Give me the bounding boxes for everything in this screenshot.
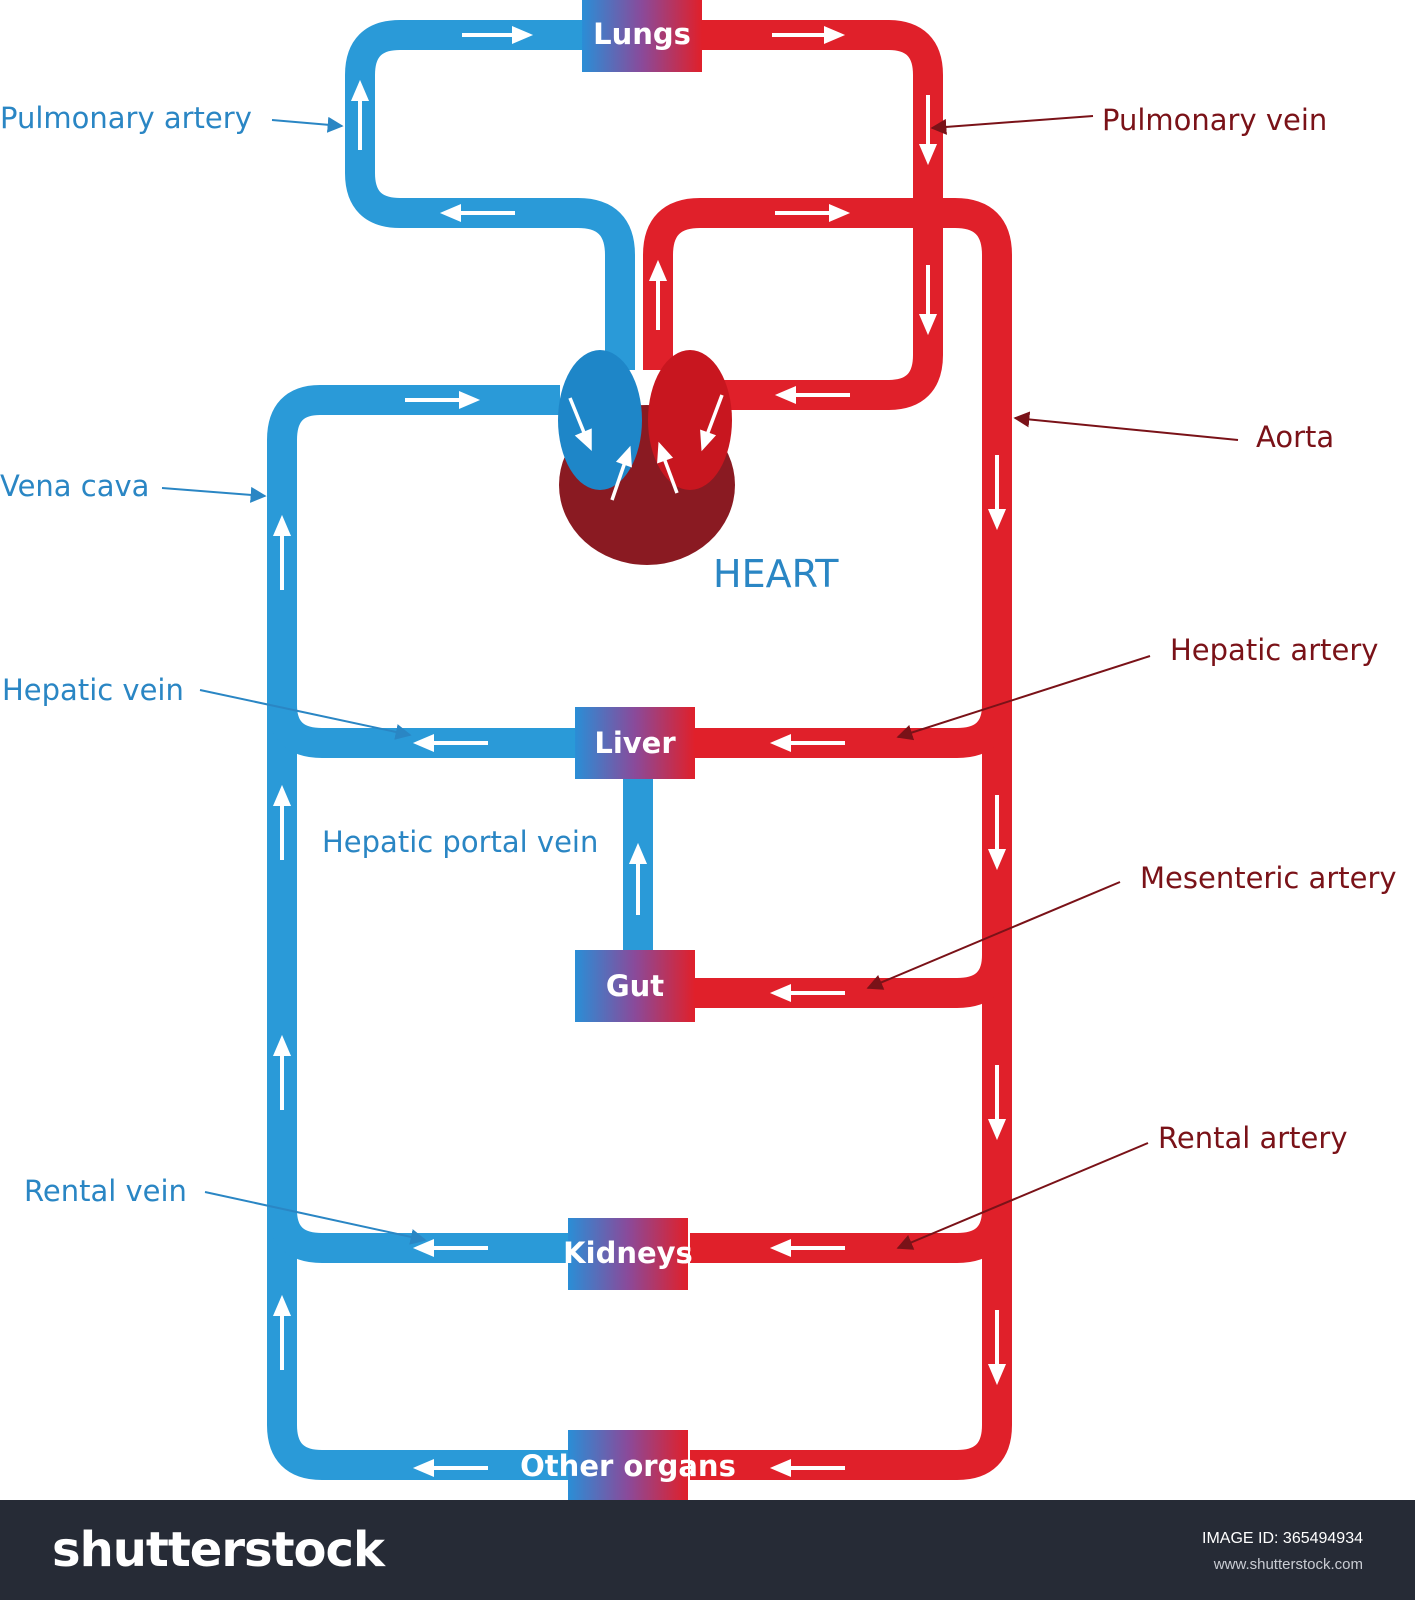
organ-label-liver: Liver [594, 726, 676, 760]
arrow-down-icon [918, 95, 938, 166]
leader-lines [161, 115, 1239, 1250]
label-aorta: Aorta [1256, 420, 1334, 454]
arrow-right-icon [405, 390, 481, 410]
arrow-right-icon [462, 25, 534, 45]
heart-icon [558, 350, 735, 565]
organ-label-kidneys: Kidneys [563, 1236, 693, 1270]
arrow-left-icon [412, 1238, 488, 1258]
label-vena-cava: Vena cava [0, 469, 149, 503]
image-id: IMAGE ID: 365494934 [1202, 1530, 1363, 1547]
arrow-left-icon [439, 203, 515, 223]
arrow-left-icon [774, 385, 850, 405]
arrow-up-icon [272, 1034, 292, 1110]
leader-pulmonary-artery [271, 116, 344, 133]
label-pulmonary-vein: Pulmonary vein [1102, 103, 1327, 137]
organ-gut: Gut [575, 950, 695, 1022]
leader-rental-artery [896, 1142, 1149, 1250]
arrow-right-icon [772, 25, 846, 45]
organ-kidneys: Kidneys [563, 1218, 693, 1290]
leader-rental-vein [204, 1191, 427, 1245]
arrow-left-icon [769, 733, 845, 753]
arrow-down-icon [918, 265, 938, 336]
watermark-footer: shutterstock IMAGE ID: 365494934 www.shu… [0, 1500, 1415, 1600]
label-hepatic-vein: Hepatic vein [2, 673, 184, 707]
arrow-down-icon [987, 455, 1007, 531]
organ-lungs: Lungs [582, 0, 702, 72]
rental-vein-vessel [267, 1209, 570, 1263]
label-rental-vein: Rental vein [24, 1174, 187, 1208]
arrow-up-icon [648, 259, 668, 330]
label-hepatic-portal-vein: Hepatic portal vein [322, 825, 598, 859]
leader-hepatic-vein [199, 689, 412, 740]
organ-label-other-organs: Other organs [520, 1449, 736, 1483]
rental-artery-vessel [690, 1209, 1012, 1263]
vena-cava-vessel [267, 385, 570, 1480]
leader-vena-cava [161, 486, 267, 503]
arrow-left-icon [769, 1238, 845, 1258]
arrow-up-icon [350, 79, 370, 150]
aorta-vessel [643, 198, 1012, 1480]
arrow-right-icon [775, 203, 851, 223]
label-rental-artery: Rental artery [1158, 1121, 1347, 1155]
label-pulmonary-artery: Pulmonary artery [0, 101, 252, 135]
organ-label-gut: Gut [606, 969, 664, 1003]
oxygenated-vessels [643, 20, 1012, 1480]
brand-logo: shutterstock [52, 1522, 385, 1578]
arrow-left-icon [769, 1458, 845, 1478]
mesenteric-artery-vessel [695, 954, 1012, 1008]
arrow-left-icon [412, 733, 488, 753]
arrow-down-icon [987, 1310, 1007, 1386]
organ-liver: Liver [575, 707, 695, 779]
arrow-up-icon [272, 784, 292, 860]
arrow-up-icon [628, 842, 648, 915]
site-url: www.shutterstock.com [1213, 1556, 1363, 1573]
leader-mesenteric-artery [866, 881, 1121, 990]
arrow-left-icon [412, 1458, 488, 1478]
leader-hepatic-artery [896, 655, 1151, 741]
organ-label-lungs: Lungs [593, 17, 691, 51]
arrow-up-icon [272, 514, 292, 590]
arrow-left-icon [769, 983, 845, 1003]
circulation-diagram: HEART Lungs Liver Gut Kidneys Other orga… [0, 0, 1397, 1500]
arrow-up-icon [272, 1294, 292, 1370]
hepatic-artery-vessel [695, 704, 1012, 758]
hepatic-vein-vessel [267, 704, 580, 758]
leader-pulmonary-vein [930, 115, 1094, 135]
heart-label: HEART [713, 552, 839, 596]
leader-aorta [1013, 411, 1239, 441]
pulmonary-artery-vessel [345, 20, 635, 370]
flow-arrows [272, 25, 1007, 1478]
arrow-down-icon [987, 1065, 1007, 1141]
organ-other-organs: Other organs [520, 1430, 736, 1500]
label-hepatic-artery: Hepatic artery [1170, 633, 1378, 667]
arrow-down-icon [987, 795, 1007, 871]
label-mesenteric-artery: Mesenteric artery [1140, 861, 1397, 895]
